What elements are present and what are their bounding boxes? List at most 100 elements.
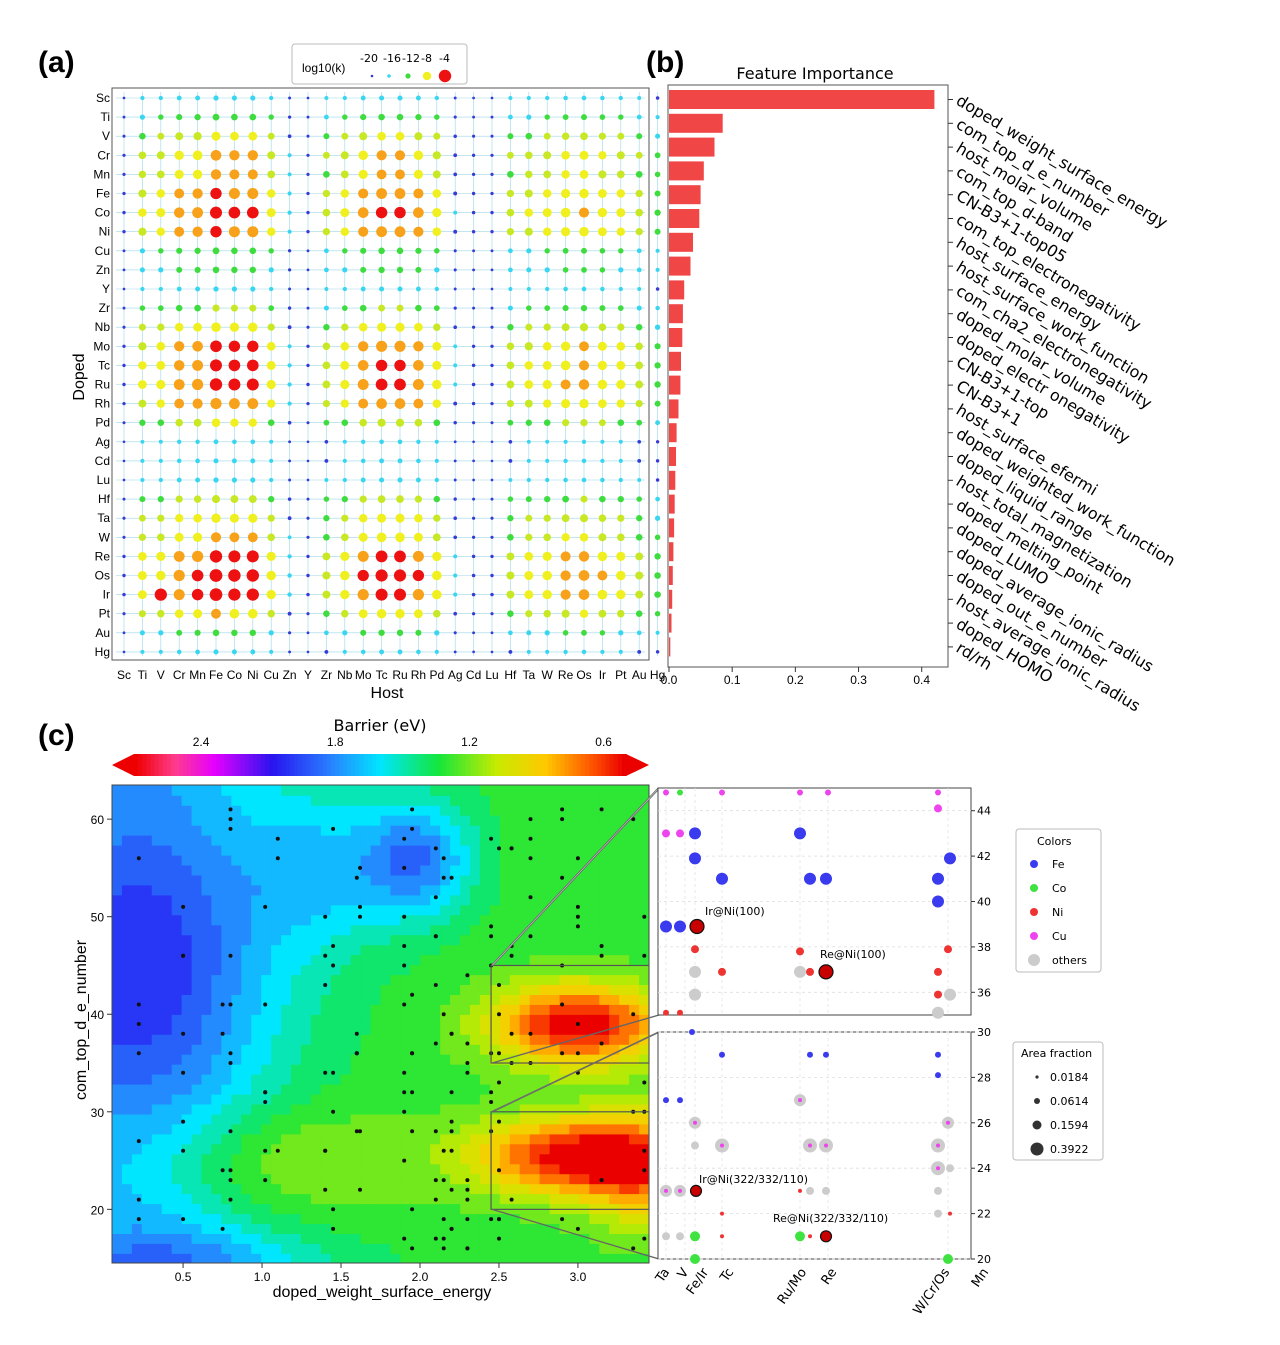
heat-cell [121,1173,133,1185]
heat-cell [171,1053,183,1065]
heat-cell [479,1113,491,1125]
bubble-mark [432,151,441,160]
bubble-mark [655,305,660,311]
heat-cell [410,1063,421,1075]
heat-cell [211,1014,223,1025]
heat-cell [479,1163,491,1175]
heat-cell [300,1223,312,1234]
heat-cell [161,1034,173,1045]
heat-cell [161,804,173,816]
heat-cell [271,1014,282,1025]
heat-cell [390,1163,402,1175]
heat-cell [549,814,561,826]
bubble-mark [524,380,534,389]
heat-cell [559,814,571,826]
heat-cell [320,964,332,976]
heat-cell [529,994,541,1005]
heat-cell [370,814,382,826]
heat-cell [151,904,163,916]
heat-cell [460,1213,471,1224]
heat-cell [569,1173,581,1185]
heat-cell [121,1093,133,1105]
bubble-mark [287,420,292,425]
heat-cell [271,1223,282,1234]
heat-cell [251,1183,262,1195]
heat-cell [440,1043,451,1055]
heat-cell [470,864,481,876]
heat-cell [112,1173,123,1185]
bubble-mark [376,150,387,161]
bubble-mark [581,114,587,121]
heat-cell [420,1153,431,1165]
heat-cell [171,834,183,846]
heat-cell [241,1014,252,1025]
heat-cell [171,1253,183,1263]
sample-point [449,1148,454,1153]
bubble-mark [174,609,184,619]
bubble-mark [579,398,589,409]
bubble-mark [157,305,164,311]
heat-cell [161,1073,173,1085]
heat-cell [479,1193,491,1205]
bubble-mark [269,286,274,292]
heat-cell [181,1063,193,1075]
bubble-mark [637,458,642,463]
bubble-mark [156,227,166,236]
heat-cell [300,1063,312,1075]
heat-cell [131,914,143,926]
heat-cell [519,1163,531,1175]
x-tick-label: Ir [599,668,606,682]
bubble-mark [526,477,531,483]
heat-cell [559,924,571,936]
heat-cell [430,904,441,916]
bubble-mark [561,170,570,179]
sample-point [410,1246,415,1251]
bubble-mark [525,514,533,522]
heat-cell [291,1053,302,1065]
bubble-mark [414,513,423,523]
heat-cell [589,994,600,1005]
bubble-mark [508,478,513,482]
heat-cell [450,1034,461,1045]
colorbar-segment [146,754,151,776]
bubble-mark [340,341,350,351]
heat-cell [131,1143,143,1155]
bubble-mark [358,398,369,409]
x-tick-label: Mo [355,668,372,682]
bubble-mark [269,439,274,444]
heat-cell [171,1173,183,1185]
bubble-mark [249,629,257,637]
heat-cell [579,944,591,956]
sample-point [631,1012,636,1017]
heat-cell [191,1053,203,1065]
heat-cell [499,894,511,906]
colorbar-segment [466,754,471,776]
heat-cell [549,984,561,995]
heat-cell [271,1073,282,1085]
colorbar-segment [351,754,356,776]
bubble-mark [266,208,276,218]
heat-cell [251,1173,262,1185]
heat-cell [131,1163,143,1175]
heat-cell [430,994,441,1005]
heat-cell [121,944,133,956]
heat-cell [181,1014,193,1025]
sample-point [465,1187,470,1192]
heat-cell [251,864,262,876]
bubble-mark [490,115,494,119]
bubble-mark [342,286,347,292]
colorbar-segment [617,754,623,776]
x-tick-label: Cr [173,668,186,682]
heat-cell [539,1014,551,1025]
sample-point [323,914,328,919]
heat-cell [450,1053,461,1065]
heat-cell [619,1193,630,1205]
bubble-mark [342,630,348,636]
heat-cell [559,1223,571,1234]
heat-cell [569,1143,581,1155]
heat-cell [221,1034,233,1045]
heat-cell [479,785,491,796]
bubble-mark [211,322,221,333]
heat-cell [380,1083,392,1095]
heat-cell [121,1233,133,1244]
